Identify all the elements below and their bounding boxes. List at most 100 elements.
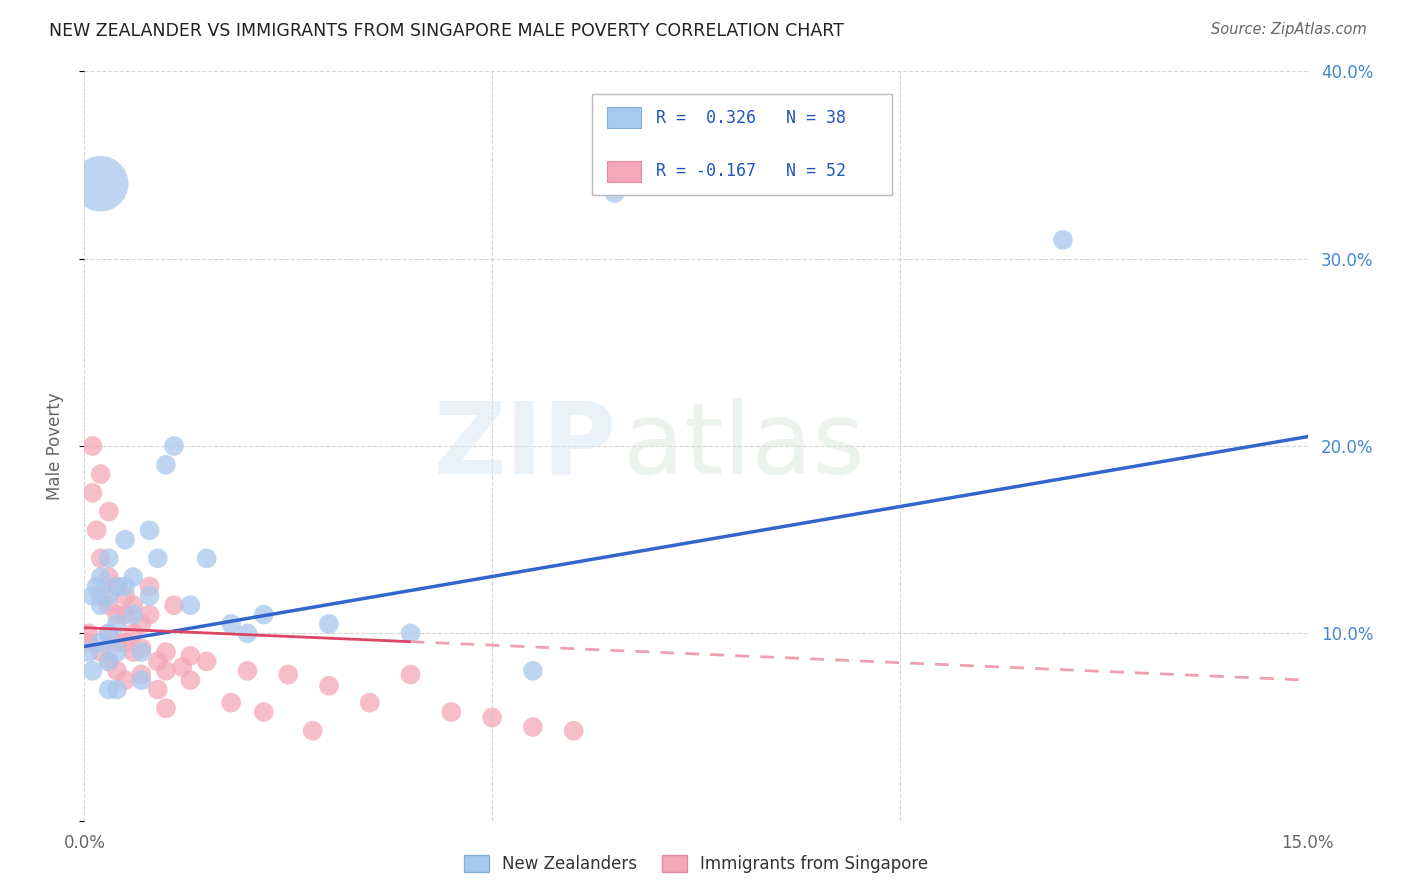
Point	[179, 599, 201, 613]
Point	[82, 589, 104, 603]
Point	[138, 607, 160, 622]
Point	[97, 682, 120, 697]
Point	[155, 645, 177, 659]
Point	[399, 626, 422, 640]
Point	[114, 580, 136, 594]
Point	[122, 570, 145, 584]
Point	[163, 599, 186, 613]
Point	[236, 626, 259, 640]
Point	[90, 645, 112, 659]
Text: atlas: atlas	[623, 398, 865, 494]
Point	[131, 641, 153, 656]
Point	[97, 655, 120, 669]
Point	[318, 617, 340, 632]
Point	[114, 533, 136, 547]
Point	[77, 635, 100, 649]
Point	[195, 655, 218, 669]
Point	[122, 626, 145, 640]
Point	[114, 635, 136, 649]
Point	[77, 626, 100, 640]
Point	[481, 710, 503, 724]
Point	[114, 589, 136, 603]
Point	[522, 664, 544, 678]
Point	[105, 664, 128, 678]
Point	[301, 723, 323, 738]
Point	[253, 705, 276, 719]
Point	[97, 551, 120, 566]
Point	[146, 655, 169, 669]
Point	[97, 626, 120, 640]
Point	[131, 617, 153, 632]
Point	[179, 673, 201, 688]
Point	[359, 696, 381, 710]
Point	[86, 524, 108, 538]
Y-axis label: Male Poverty: Male Poverty	[45, 392, 63, 500]
Text: NEW ZEALANDER VS IMMIGRANTS FROM SINGAPORE MALE POVERTY CORRELATION CHART: NEW ZEALANDER VS IMMIGRANTS FROM SINGAPO…	[49, 22, 844, 40]
Point	[97, 505, 120, 519]
Point	[172, 660, 194, 674]
Point	[97, 570, 120, 584]
Point	[253, 607, 276, 622]
Point	[603, 186, 626, 201]
Point	[90, 589, 112, 603]
Point	[82, 439, 104, 453]
Point	[146, 551, 169, 566]
Point	[163, 439, 186, 453]
Point	[105, 580, 128, 594]
Point	[105, 580, 128, 594]
Point	[131, 645, 153, 659]
Point	[155, 664, 177, 678]
Point	[97, 599, 120, 613]
Point	[399, 667, 422, 681]
Point	[122, 607, 145, 622]
Point	[90, 551, 112, 566]
Point	[522, 720, 544, 734]
Point	[131, 673, 153, 688]
Point	[90, 177, 112, 191]
Point	[90, 467, 112, 482]
Point	[195, 551, 218, 566]
Point	[1052, 233, 1074, 247]
Point	[90, 570, 112, 584]
Point	[114, 607, 136, 622]
Point	[138, 589, 160, 603]
Point	[105, 682, 128, 697]
Text: ZIP: ZIP	[433, 398, 616, 494]
Point	[114, 673, 136, 688]
Point	[90, 635, 112, 649]
Point	[179, 648, 201, 663]
Point	[146, 682, 169, 697]
Point	[562, 723, 585, 738]
Point	[219, 696, 242, 710]
Point	[131, 667, 153, 681]
Point	[122, 599, 145, 613]
Point	[138, 580, 160, 594]
Point	[82, 664, 104, 678]
Point	[97, 589, 120, 603]
Point	[219, 617, 242, 632]
Point	[105, 645, 128, 659]
Point	[86, 580, 108, 594]
Point	[155, 458, 177, 472]
Point	[105, 607, 128, 622]
Text: R =  0.326   N = 38: R = 0.326 N = 38	[655, 109, 845, 127]
Legend: New Zealanders, Immigrants from Singapore: New Zealanders, Immigrants from Singapor…	[457, 848, 935, 880]
Point	[97, 655, 120, 669]
Point	[440, 705, 463, 719]
Bar	[592, 94, 891, 195]
Point	[318, 679, 340, 693]
Point	[105, 617, 128, 632]
Point	[77, 645, 100, 659]
Text: R = -0.167   N = 52: R = -0.167 N = 52	[655, 162, 845, 180]
Point	[105, 635, 128, 649]
Point	[138, 524, 160, 538]
Point	[122, 645, 145, 659]
Bar	[606, 161, 641, 181]
Point	[97, 626, 120, 640]
Point	[236, 664, 259, 678]
Point	[82, 486, 104, 500]
Bar	[606, 107, 641, 128]
Point	[90, 599, 112, 613]
Point	[277, 667, 299, 681]
Point	[155, 701, 177, 715]
